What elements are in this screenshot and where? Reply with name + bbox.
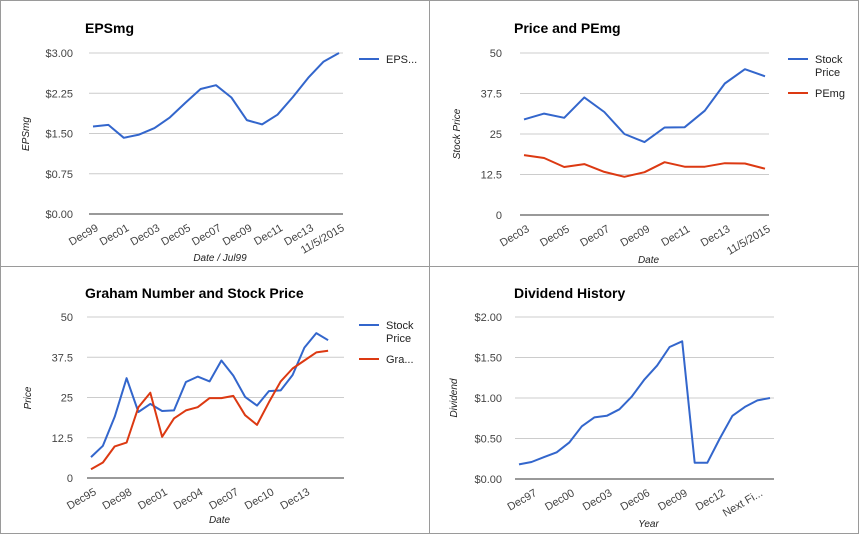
x-tick-label: Dec99 bbox=[67, 222, 101, 248]
x-tick-label: Dec13 bbox=[278, 486, 312, 512]
x-tick-label: Dec03 bbox=[128, 222, 162, 248]
y-tick-label: $0.00 bbox=[474, 474, 502, 486]
x-tick-label: Dec03 bbox=[581, 487, 615, 513]
y-tick-label: 25 bbox=[490, 129, 502, 141]
x-tick-label: Dec98 bbox=[101, 486, 135, 512]
x-tick-label: Dec05 bbox=[159, 222, 193, 248]
x-tick-label: Dec11 bbox=[659, 223, 692, 249]
x-tick-label: Dec01 bbox=[136, 486, 170, 512]
y-tick-label: 37.5 bbox=[481, 89, 502, 101]
legend-label: Gra... bbox=[386, 354, 414, 366]
legend-label: Stock Price bbox=[386, 320, 414, 345]
series-line-1 bbox=[92, 52, 340, 139]
x-tick-label: Dec09 bbox=[618, 223, 652, 249]
y-tick-label: $1.00 bbox=[474, 393, 502, 405]
x-tick-label: Dec10 bbox=[243, 486, 277, 512]
y-tick-label: $1.50 bbox=[474, 353, 502, 365]
x-tick-label: 11/5/2015 bbox=[725, 223, 773, 257]
y-axis-title: Price bbox=[23, 386, 34, 409]
series-line-1 bbox=[518, 340, 771, 466]
x-axis-title: Year bbox=[638, 519, 659, 530]
y-tick-label: $1.50 bbox=[45, 129, 73, 141]
x-tick-label: Dec07 bbox=[190, 222, 224, 248]
dividend-chart-panel: Dividend History $0.00 $0.50 $1.00 $1.50 $2.0… bbox=[429, 266, 859, 534]
x-tick-label: Dec09 bbox=[221, 222, 255, 248]
y-tick-label: 50 bbox=[490, 48, 502, 60]
x-tick-label: Dec95 bbox=[65, 486, 99, 512]
x-tick-label: Dec97 bbox=[506, 487, 540, 513]
y-tick-label: 0 bbox=[67, 473, 73, 485]
y-tick-label: 0 bbox=[496, 210, 502, 222]
series-line-2 bbox=[90, 349, 329, 471]
y-tick-label: 37.5 bbox=[52, 352, 73, 364]
x-tick-label: Dec11 bbox=[252, 222, 285, 248]
series-line-1 bbox=[523, 68, 766, 144]
y-tick-label: $2.25 bbox=[45, 88, 73, 100]
x-tick-label: Dec07 bbox=[578, 223, 612, 249]
legend-label: EPS... bbox=[386, 54, 417, 66]
y-tick-label: $0.00 bbox=[45, 209, 73, 221]
graham-chart: Graham Number and Stock Price 0 12.5 25 37.5… bbox=[23, 285, 414, 526]
chart-title: Dividend History bbox=[514, 285, 625, 301]
y-axis-title: Stock Price bbox=[452, 108, 463, 159]
y-tick-label: 25 bbox=[61, 393, 73, 405]
y-tick-label: 12.5 bbox=[52, 433, 73, 445]
x-tick-label: Dec09 bbox=[656, 487, 690, 513]
x-tick-label: Dec03 bbox=[498, 223, 532, 249]
chart-title: Graham Number and Stock Price bbox=[85, 285, 304, 301]
series-line-2 bbox=[523, 154, 766, 178]
price-pe-chart-panel: Price and PEmg 0 12.5 25 37.5 50 Dec03 Dec05 Dec… bbox=[429, 0, 859, 267]
x-tick-label: Next Fi... bbox=[721, 487, 765, 519]
dividend-chart: Dividend History $0.00 $0.50 $1.00 $1.50 $2.0… bbox=[449, 285, 774, 530]
y-axis-title: Dividend bbox=[449, 378, 460, 417]
x-tick-label: Dec06 bbox=[618, 487, 652, 513]
y-tick-label: 12.5 bbox=[481, 170, 502, 182]
x-axis-title: Date bbox=[209, 515, 231, 526]
x-tick-label: Dec07 bbox=[207, 486, 241, 512]
y-tick-label: $0.50 bbox=[474, 434, 502, 446]
chart-title: EPSmg bbox=[85, 20, 134, 36]
legend-label: Stock Price bbox=[815, 54, 843, 79]
x-axis-title: Date / Jul99 bbox=[193, 253, 247, 264]
eps-chart-panel: EPSmg $0.00 $0.75 $1.50 $2.25 $3.00 Dec99 Dec01… bbox=[0, 0, 430, 267]
eps-chart: EPSmg $0.00 $0.75 $1.50 $2.25 $3.00 Dec99Dec01… bbox=[21, 20, 417, 264]
legend-label: PEmg bbox=[815, 88, 845, 100]
y-tick-label: $2.00 bbox=[474, 312, 502, 324]
x-tick-label: Dec00 bbox=[543, 487, 577, 513]
x-tick-label: Dec05 bbox=[538, 223, 572, 249]
series-line-1 bbox=[90, 332, 329, 458]
y-axis-title: EPSmg bbox=[21, 117, 32, 151]
x-tick-label: Dec04 bbox=[172, 486, 206, 512]
y-tick-label: 50 bbox=[61, 312, 73, 324]
x-tick-label: Dec01 bbox=[98, 222, 132, 248]
y-tick-label: $3.00 bbox=[45, 48, 73, 60]
x-axis-title: Date bbox=[638, 255, 660, 266]
chart-title: Price and PEmg bbox=[514, 20, 621, 36]
graham-chart-panel: Graham Number and Stock Price 0 12.5 25 37.5… bbox=[0, 266, 430, 534]
y-tick-label: $0.75 bbox=[45, 169, 73, 181]
